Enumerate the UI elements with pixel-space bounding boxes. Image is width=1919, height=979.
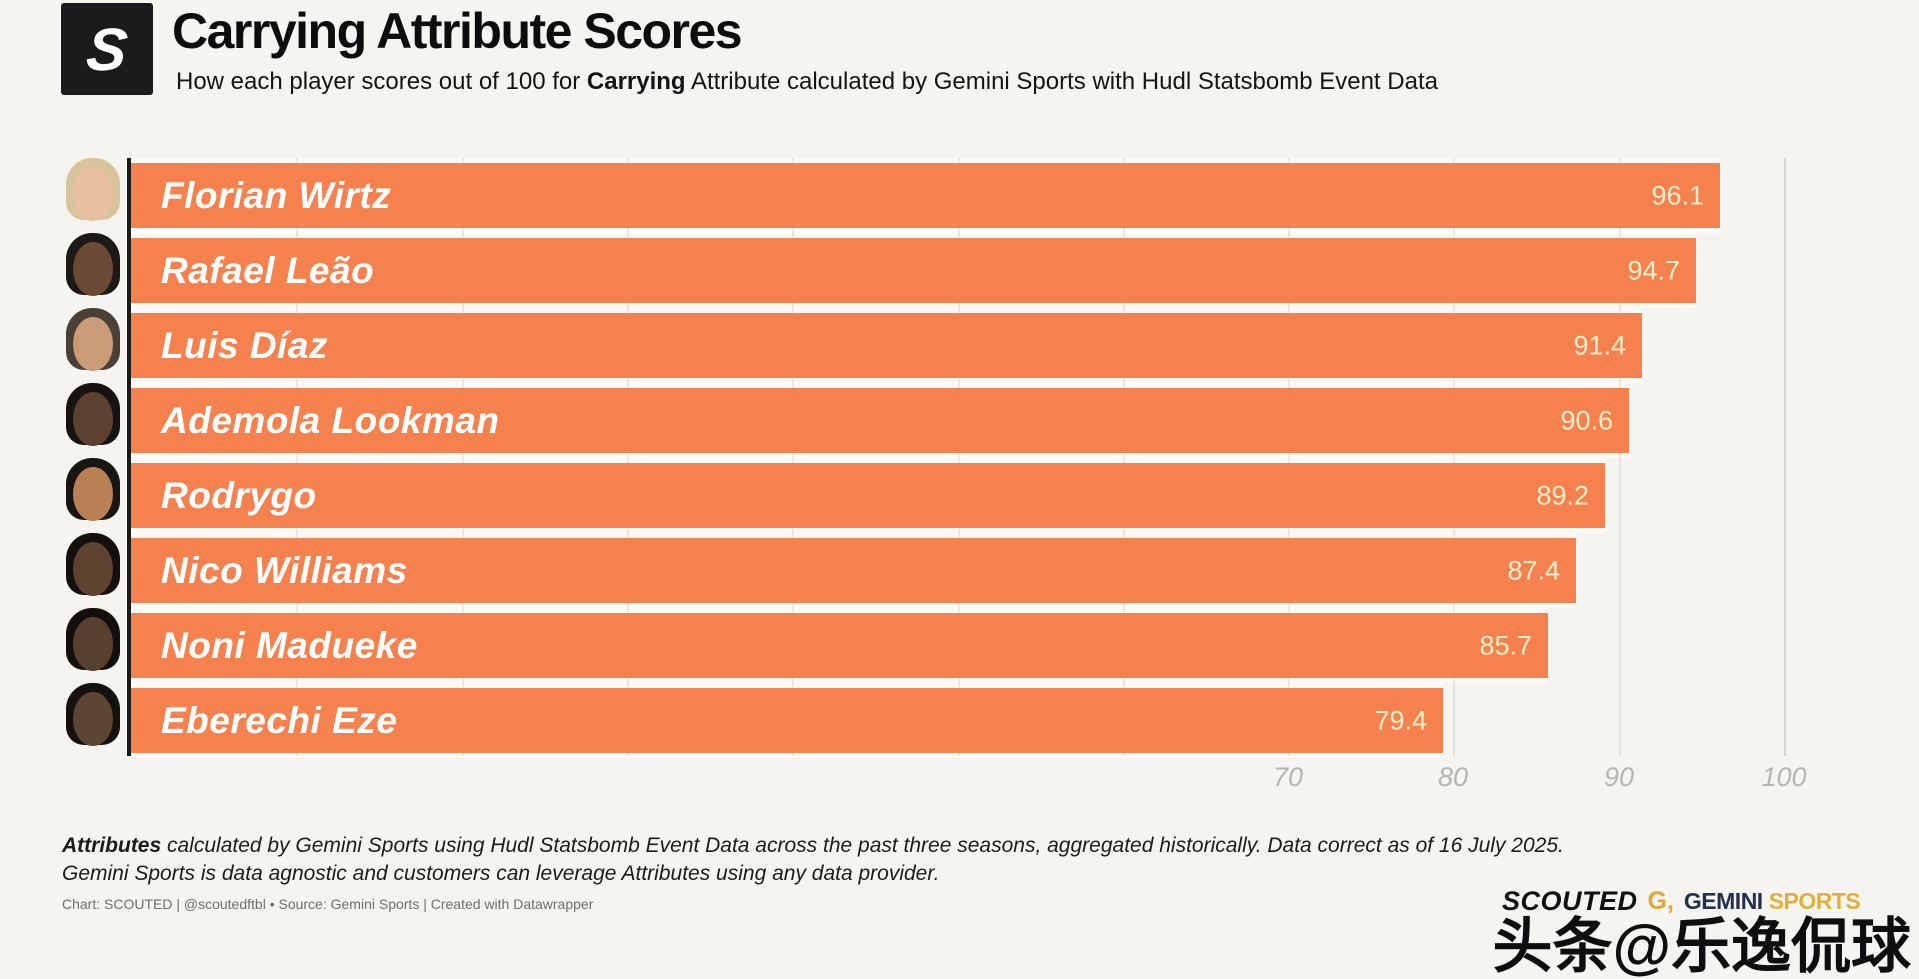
bar-value-label: 94.7: [1627, 255, 1680, 285]
x-tick-label-70: 70: [1272, 762, 1304, 792]
player-name-label: Noni Madueke: [161, 624, 418, 666]
player-photo: [59, 158, 127, 232]
bar-row: Rodrygo 89.2: [131, 463, 1605, 528]
scouted-logo-icon: S: [61, 3, 153, 95]
gridline-30: [627, 158, 629, 756]
gridline-90: [1619, 158, 1621, 756]
player-photo-face: [73, 617, 113, 671]
player-photo-face: [73, 317, 113, 371]
player-photo-face: [73, 242, 113, 296]
player-photo: [59, 233, 127, 307]
footnote: Attributes calculated by Gemini Sports u…: [62, 832, 1564, 888]
x-tick-label-90: 90: [1603, 762, 1635, 792]
x-tick-label-100: 100: [1761, 762, 1807, 792]
player-name-label: Rodrygo: [161, 474, 317, 516]
gridline-10: [296, 158, 298, 756]
bar-value-label: 87.4: [1507, 555, 1560, 585]
gridline-70: [1288, 158, 1290, 756]
page-subtitle: How each player scores out of 100 for Ca…: [176, 68, 1438, 96]
player-photo: [59, 683, 127, 757]
sports-wordmark: SPORTS: [1768, 888, 1861, 914]
player-photo: [59, 308, 127, 382]
bar-value-label: 96.1: [1651, 180, 1704, 210]
bar-value-label: 79.4: [1374, 705, 1427, 735]
player-photo: [59, 458, 127, 532]
player-name-label: Nico Williams: [161, 549, 408, 591]
bar-value-label: 89.2: [1536, 480, 1589, 510]
bar-row: Rafael Leão 94.7: [131, 238, 1696, 303]
scouted-wordmark: SCOUTED: [1502, 886, 1638, 916]
player-name-label: Eberechi Eze: [161, 699, 398, 741]
y-axis-line: [127, 158, 131, 756]
brand-logos: SCOUTED G, GEMINI SPORTS: [1502, 886, 1861, 917]
watermark-text: 头条@乐逸侃球: [1492, 913, 1911, 979]
gridline-80: [1453, 158, 1455, 756]
bar-row: Ademola Lookman 90.6: [131, 388, 1629, 453]
player-name-label: Luis Díaz: [161, 324, 328, 366]
player-photo-face: [73, 167, 113, 221]
bar-value-label: 91.4: [1573, 330, 1626, 360]
bar-row: Eberechi Eze 79.4: [131, 688, 1443, 753]
gridline-40: [792, 158, 794, 756]
player-name-label: Florian Wirtz: [161, 174, 392, 216]
player-photo: [59, 383, 127, 457]
gridline-20: [462, 158, 464, 756]
player-photo-face: [73, 692, 113, 746]
chart-credit: Chart: SCOUTED | @scoutedftbl • Source: …: [62, 896, 594, 912]
player-photo-face: [73, 542, 113, 596]
bar-row: Noni Madueke 85.7: [131, 613, 1548, 678]
gemini-g-icon: G,: [1647, 887, 1674, 915]
x-tick-label-80: 80: [1437, 762, 1469, 792]
gridline-100: [1784, 158, 1786, 756]
footnote-line-1: Attributes calculated by Gemini Sports u…: [62, 832, 1564, 860]
player-photo: [59, 533, 127, 607]
bar-row: Luis Díaz 91.4: [131, 313, 1642, 378]
subtitle-suffix: Attribute calculated by Gemini Sports wi…: [685, 68, 1438, 95]
bar-value-label: 85.7: [1479, 630, 1532, 660]
gemini-wordmark: GEMINI: [1683, 888, 1763, 914]
page-title: Carrying Attribute Scores: [172, 3, 743, 59]
bar-row: Florian Wirtz 96.1: [131, 163, 1720, 228]
bar-row: Nico Williams 87.4: [131, 538, 1576, 603]
player-name-label: Ademola Lookman: [161, 399, 500, 441]
gridline-50: [958, 158, 960, 756]
gridline-60: [1123, 158, 1125, 756]
player-name-label: Rafael Leão: [161, 249, 375, 291]
player-photo-face: [73, 392, 113, 446]
player-photo: [59, 608, 127, 682]
subtitle-prefix: How each player scores out of 100 for: [176, 68, 587, 95]
bar-value-label: 90.6: [1560, 405, 1613, 435]
footnote-line1-rest: calculated by Gemini Sports using Hudl S…: [161, 834, 1564, 857]
footnote-bold-word: Attributes: [62, 834, 162, 857]
subtitle-bold-word: Carrying: [586, 68, 686, 95]
footnote-line-2: Gemini Sports is data agnostic and custo…: [62, 862, 940, 885]
player-photo-face: [73, 467, 113, 521]
